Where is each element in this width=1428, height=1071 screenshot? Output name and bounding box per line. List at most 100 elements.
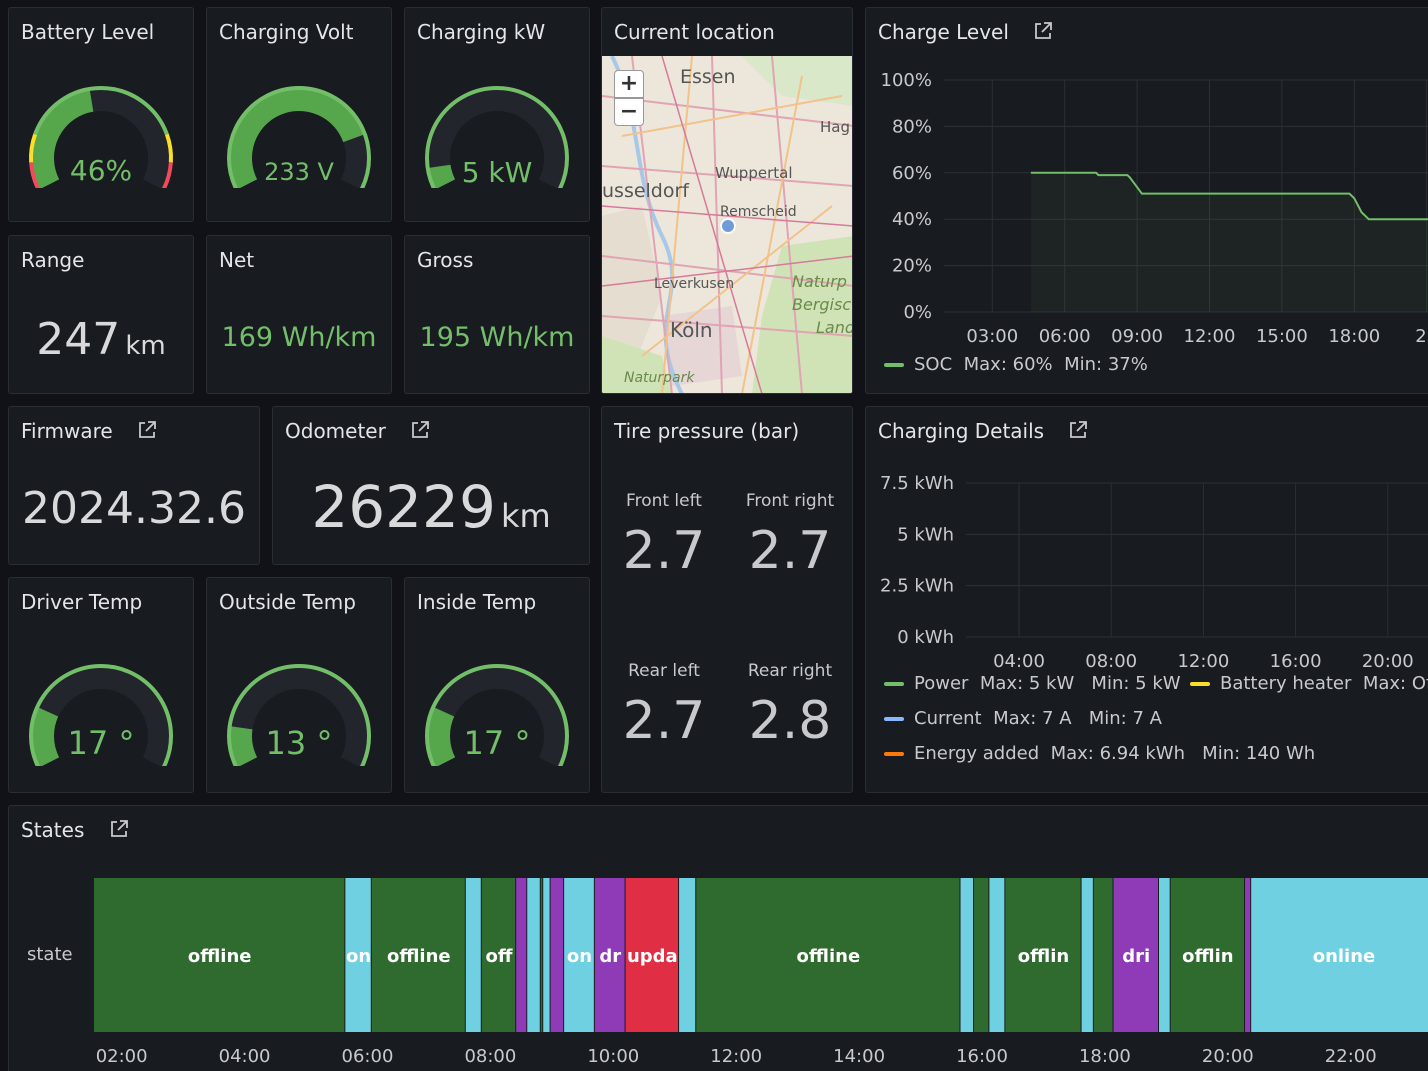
map-label: usseldorf [602, 180, 689, 202]
gross-panel: Gross 195 Wh/km [404, 235, 590, 394]
state-segment-online[interactable] [543, 878, 550, 1032]
state-bar [527, 878, 540, 1032]
state-segment-offline[interactable]: offline [696, 878, 960, 1032]
state-segment-online[interactable] [1159, 878, 1170, 1032]
legend-power[interactable]: Power Max: 5 kW Min: 5 kW [884, 673, 1181, 694]
gauge-threshold [29, 162, 41, 188]
x-tick-label: 14:00 [833, 1046, 885, 1067]
legend-battery-heater[interactable]: Battery heater Max: Off [1190, 673, 1428, 694]
state-segment-offline[interactable]: offline [371, 878, 465, 1032]
map-label: Remscheid [720, 204, 797, 220]
voltage-gauge [207, 78, 391, 188]
state-segment-online[interactable] [527, 878, 540, 1032]
state-segment-driving[interactable]: dri [1113, 878, 1159, 1032]
panel-title: Current location [614, 20, 775, 44]
external-link-icon[interactable] [1033, 21, 1053, 46]
map-label: Leverkusen [654, 276, 735, 292]
panel-title: Firmware [21, 419, 113, 443]
gauge-fill [32, 89, 94, 188]
state-segment-driving[interactable] [1245, 878, 1251, 1032]
state-label: on [346, 946, 371, 967]
odometer-value: 26229 [311, 473, 496, 541]
state-segment-online[interactable]: on [564, 878, 594, 1032]
soc-legend[interactable]: SOC Max: 60% Min: 37% [884, 354, 1148, 375]
rear-right-value: 2.8 [748, 691, 832, 751]
state-segment-driving[interactable]: dr [594, 878, 625, 1032]
legend-stats: Max: 7 A Min: 7 A [993, 708, 1162, 729]
zoom-out-button[interactable]: − [614, 98, 644, 126]
state-bar [989, 878, 1005, 1032]
state-bar [564, 878, 594, 1032]
external-link-icon[interactable] [109, 819, 129, 844]
legend-current[interactable]: Current Max: 7 A Min: 7 A [884, 708, 1162, 729]
state-segment-online[interactable] [989, 878, 1005, 1032]
x-tick-label: 20:00 [1362, 651, 1414, 672]
x-tick-label: 03:00 [966, 326, 1018, 347]
state-segment-offline[interactable]: offline [94, 878, 345, 1032]
x-tick-label: 15:00 [1256, 326, 1308, 347]
range-stat: 247 km [9, 314, 193, 365]
state-segment-offline[interactable]: offlin [1170, 878, 1245, 1032]
driver-temp-gauge [9, 656, 193, 766]
firmware-panel: Firmware 2024.32.6 [8, 406, 260, 565]
x-tick-label: 02:00 [96, 1046, 148, 1067]
state-segment-online[interactable] [960, 878, 974, 1032]
state-segment-offline[interactable] [1093, 878, 1113, 1032]
state-bar [1170, 878, 1245, 1032]
location-map[interactable]: Essen Hag Wuppertal usseldorf Remscheid … [602, 56, 852, 393]
battery-value: 46% [69, 154, 133, 187]
x-tick-label: 06:00 [342, 1046, 394, 1067]
map-label: Wuppertal [715, 164, 793, 182]
legend-energy-added[interactable]: Energy added Max: 6.94 kWh Min: 140 Wh [884, 743, 1315, 764]
zoom-in-button[interactable]: + [614, 70, 644, 98]
y-tick-label: 0 kWh [897, 627, 954, 648]
legend-swatch [884, 682, 904, 686]
state-segment-offline[interactable]: off [481, 878, 516, 1032]
gauge-threshold [29, 133, 38, 163]
x-tick-label: 22:00 [1325, 1046, 1377, 1067]
state-segment-online[interactable] [465, 878, 481, 1032]
odometer-unit: km [500, 497, 551, 535]
state-segment-offline[interactable] [974, 878, 989, 1032]
external-link-icon[interactable] [410, 420, 430, 445]
state-bar [625, 878, 679, 1032]
state-segment-updating[interactable]: upda [625, 878, 679, 1032]
state-segment-online[interactable]: online [1251, 878, 1428, 1032]
panel-title: States [21, 818, 85, 842]
state-segment-online[interactable]: on [345, 878, 371, 1032]
legend-stats: Max: Off [1362, 673, 1428, 694]
charge-level-panel: Charge Level 100% 80% 60% 40% 20% 0% 03:00 06:0… [865, 7, 1428, 394]
driver-temp-panel: Driver Temp 17 ° [8, 577, 194, 793]
legend-min: Min: 37% [1064, 354, 1148, 375]
state-segment-offline[interactable]: offlin [1005, 878, 1081, 1032]
panel-title: Net [219, 248, 255, 272]
inside-temp-value: 17 ° [463, 724, 531, 762]
state-segment-driving[interactable] [516, 878, 527, 1032]
y-tick-label: 2.5 kWh [880, 576, 954, 597]
charge-level-chart: 100% 80% 60% 40% 20% 0% 03:00 06:00 09:00 12:00 15… [881, 70, 1428, 347]
state-segment-driving[interactable] [550, 878, 564, 1032]
x-tick-label: 10:00 [587, 1046, 639, 1067]
x-tick-label: 12:00 [1184, 326, 1236, 347]
panel-title: Charging kW [417, 20, 546, 44]
state-bar [516, 878, 527, 1032]
state-bar [1113, 878, 1159, 1032]
panel-title: Outside Temp [219, 590, 356, 614]
state-bar [974, 878, 989, 1032]
state-segment-online[interactable] [1081, 878, 1093, 1032]
external-link-icon[interactable] [1068, 420, 1088, 445]
y-tick-label: 20% [892, 256, 932, 277]
external-link-icon[interactable] [137, 420, 157, 445]
y-tick-label: 100% [881, 70, 932, 91]
state-segment-online[interactable] [679, 878, 696, 1032]
state-bar [1251, 878, 1428, 1032]
state-segment-offline[interactable] [540, 878, 543, 1032]
panel-title: Inside Temp [417, 590, 537, 614]
x-tick-label: 18:00 [1079, 1046, 1131, 1067]
state-label: offline [797, 946, 861, 967]
state-label: offline [188, 946, 252, 967]
map-label: Naturp [792, 272, 847, 291]
odometer-panel: Odometer 26229 km [272, 406, 590, 565]
legend-max: Max: 60% [963, 354, 1053, 375]
state-label: off [486, 946, 513, 967]
